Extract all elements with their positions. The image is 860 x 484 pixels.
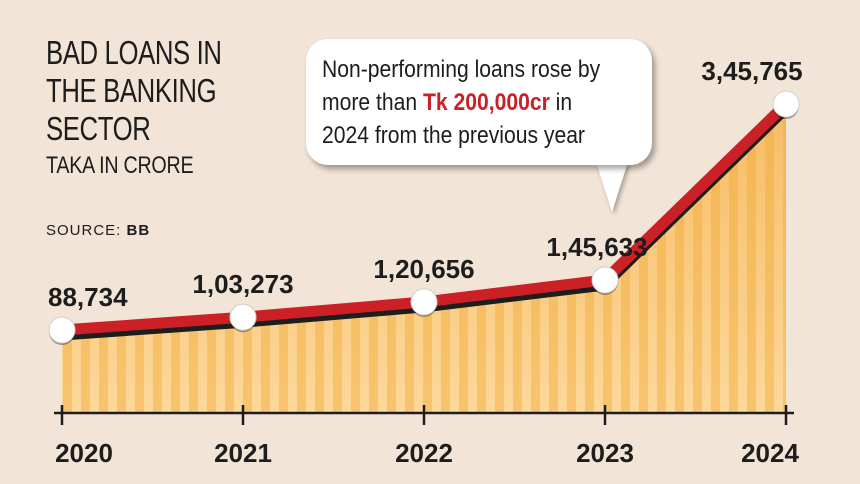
area-layer bbox=[62, 104, 786, 413]
data-point-2022 bbox=[410, 288, 438, 316]
source-note: SOURCE: BB bbox=[46, 222, 150, 239]
value-label-2022: 1,20,656 bbox=[373, 254, 474, 284]
callout-pointer bbox=[596, 162, 628, 212]
title-line-3: SECTOR bbox=[46, 110, 151, 147]
x-tick-labels: 2020 2021 2022 2023 2024 bbox=[55, 438, 799, 468]
area-shade bbox=[62, 104, 786, 413]
x-tick-label-2021: 2021 bbox=[214, 438, 272, 468]
title-line-1: BAD LOANS IN bbox=[46, 34, 222, 71]
callout-line-2: more than Tk 200,000cr in bbox=[322, 86, 656, 119]
data-point-2023 bbox=[591, 266, 619, 294]
x-tick-label-2022: 2022 bbox=[395, 438, 453, 468]
callout-line-3: 2024 from the previous year bbox=[322, 122, 585, 149]
x-tick-label-2024: 2024 bbox=[741, 438, 799, 468]
value-label-2021: 1,03,273 bbox=[192, 269, 293, 299]
chart-title: BAD LOANS IN THE BANKING SECTOR bbox=[46, 34, 249, 148]
value-label-2023: 1,45,633 bbox=[546, 232, 647, 262]
value-label-2024: 3,45,765 bbox=[701, 56, 802, 86]
value-label-2020: 88,734 bbox=[48, 282, 128, 312]
callout-line-2-post: in bbox=[549, 89, 573, 116]
data-point-2021 bbox=[229, 303, 257, 331]
source-label: SOURCE: bbox=[46, 222, 122, 239]
callout-text: Non-performing loans rose by more than T… bbox=[322, 53, 656, 152]
annotation-callout: Non-performing loans rose by more than T… bbox=[306, 39, 652, 165]
data-labels: 88,734 1,03,273 1,20,656 1,45,633 3,45,765 bbox=[48, 56, 803, 312]
source-value: BB bbox=[126, 222, 151, 239]
chart-subtitle: TAKA IN CRORE bbox=[46, 152, 194, 179]
callout-line-1: Non-performing loans rose by bbox=[322, 56, 601, 83]
callout-line-2-pre: more than bbox=[322, 89, 423, 116]
title-line-2: THE BANKING bbox=[46, 72, 217, 109]
x-tick-label-2023: 2023 bbox=[576, 438, 634, 468]
x-tick-label-2020: 2020 bbox=[55, 438, 113, 468]
data-point-2024 bbox=[772, 90, 800, 118]
callout-highlight: Tk 200,000cr bbox=[422, 89, 550, 116]
data-point-2020 bbox=[48, 316, 76, 344]
x-axis bbox=[54, 405, 794, 425]
data-points bbox=[48, 90, 800, 345]
